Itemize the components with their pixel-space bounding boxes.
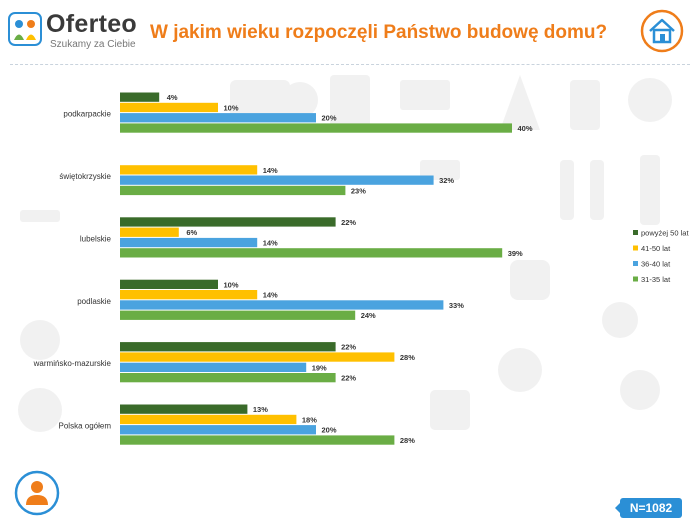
header: Oferteo Szukamy za Ciebie W jakim wieku …	[0, 0, 700, 62]
data-label: 20%	[321, 426, 336, 435]
legend-swatch	[633, 261, 638, 266]
sample-size-badge: N=1082	[615, 498, 682, 518]
bar	[120, 373, 336, 383]
bar	[120, 435, 395, 445]
category-label: warmińsko-mazurskie	[33, 359, 112, 368]
legend-label: 36-40 lat	[641, 260, 671, 269]
legend-swatch	[633, 230, 638, 235]
data-label: 14%	[263, 166, 278, 175]
logo: Oferteo Szukamy za Ciebie	[8, 10, 148, 52]
legend-label: 31-35 lat	[641, 275, 671, 284]
data-label: 22%	[341, 343, 356, 352]
data-label: 22%	[341, 374, 356, 383]
data-label: 14%	[263, 291, 278, 300]
data-label: 14%	[263, 239, 278, 248]
bar	[120, 342, 336, 352]
bar	[120, 290, 258, 300]
category-label: podkarpackie	[63, 110, 111, 119]
category-label: świętokrzyskie	[59, 172, 111, 181]
data-label: 10%	[223, 280, 238, 289]
bar	[120, 113, 316, 123]
data-label: 22%	[341, 218, 356, 227]
page-title: W jakim wieku rozpoczęli Państwo budowę …	[150, 22, 608, 43]
bar	[120, 414, 297, 425]
data-label: 10%	[223, 103, 238, 112]
house-icon	[640, 9, 684, 53]
bar	[120, 300, 444, 310]
category-label: lubelskie	[80, 234, 112, 243]
bar	[120, 425, 316, 435]
bar	[120, 248, 503, 258]
bar	[120, 362, 307, 372]
bar	[120, 217, 336, 227]
data-label: 13%	[253, 405, 268, 414]
data-label: 6%	[186, 228, 197, 237]
bar	[120, 237, 258, 248]
data-label: 18%	[302, 415, 317, 424]
bar	[120, 185, 346, 196]
logo-mark-icon	[8, 12, 42, 46]
bar	[120, 92, 160, 102]
data-label: 28%	[400, 353, 415, 362]
bar	[120, 404, 248, 414]
bar	[120, 102, 218, 113]
bar	[120, 227, 179, 237]
data-label: 28%	[400, 436, 415, 445]
data-label: 4%	[167, 93, 178, 102]
bar	[120, 175, 434, 185]
data-label: 32%	[439, 176, 454, 185]
legend-label: 41-50 lat	[641, 244, 671, 253]
bar	[120, 279, 218, 289]
bar-chart: podkarpackie 4% 10% 20% 40% świętokrzyskie 14%…	[33, 92, 689, 445]
logo-tagline: Szukamy za Ciebie	[50, 39, 136, 50]
logo-name: Oferteo	[46, 10, 138, 38]
legend-label: powyżej 50 lat	[641, 229, 689, 238]
data-label: 20%	[321, 114, 336, 123]
legend-swatch	[633, 245, 638, 251]
data-label: 23%	[351, 186, 366, 195]
data-label: 24%	[361, 311, 376, 320]
data-label: 40%	[517, 124, 532, 133]
person-icon	[14, 470, 60, 516]
category-label: podlaskie	[77, 297, 111, 306]
category-label: Polska ogółem	[59, 422, 112, 431]
data-label: 33%	[449, 301, 464, 310]
legend-swatch	[633, 276, 638, 282]
bar	[120, 165, 258, 175]
bar	[120, 310, 356, 320]
data-label: 19%	[312, 363, 327, 372]
bar	[120, 123, 512, 133]
data-label: 39%	[508, 249, 523, 258]
bar	[120, 352, 395, 362]
header-divider	[10, 64, 690, 65]
background-pattern	[18, 75, 672, 432]
